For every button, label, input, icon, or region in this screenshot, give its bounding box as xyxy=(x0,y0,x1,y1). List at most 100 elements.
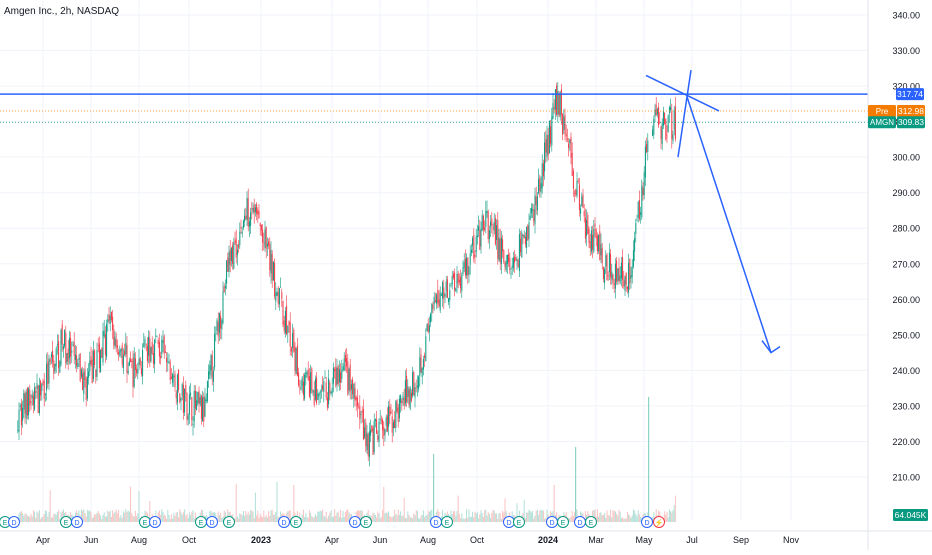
candle-body[interactable] xyxy=(463,262,465,269)
candle-body[interactable] xyxy=(608,252,610,272)
candle-body[interactable] xyxy=(540,183,542,193)
candle-body[interactable] xyxy=(36,382,38,389)
candle-body[interactable] xyxy=(253,204,255,214)
candle-body[interactable] xyxy=(34,387,36,410)
candle-body[interactable] xyxy=(22,407,24,421)
candle-body[interactable] xyxy=(556,85,558,115)
candle-body[interactable] xyxy=(330,392,332,394)
candle-body[interactable] xyxy=(226,260,228,284)
candle-body[interactable] xyxy=(26,387,28,416)
candle-body[interactable] xyxy=(259,223,261,227)
candle-body[interactable] xyxy=(126,345,128,374)
candle-body[interactable] xyxy=(372,428,374,455)
candle-body[interactable] xyxy=(347,361,349,394)
candle-body[interactable] xyxy=(355,397,357,401)
candle-body[interactable] xyxy=(436,294,438,304)
candle-body[interactable] xyxy=(235,238,237,258)
candle-body[interactable] xyxy=(209,365,211,376)
candle-body[interactable] xyxy=(266,243,268,247)
candle-body[interactable] xyxy=(202,397,204,422)
candle-body[interactable] xyxy=(601,247,603,264)
candle-body[interactable] xyxy=(272,261,274,281)
candle-body[interactable] xyxy=(295,347,297,374)
candle-body[interactable] xyxy=(431,303,433,313)
candle-body[interactable] xyxy=(654,109,656,117)
candle-body[interactable] xyxy=(499,238,501,262)
candle-body[interactable] xyxy=(589,241,591,249)
candle-body[interactable] xyxy=(198,390,200,404)
candle-body[interactable] xyxy=(84,368,86,380)
candle-body[interactable] xyxy=(539,177,541,192)
candle-body[interactable] xyxy=(576,180,578,197)
candle-body[interactable] xyxy=(371,425,373,432)
candle-body[interactable] xyxy=(528,222,530,239)
candle-body[interactable] xyxy=(384,428,386,435)
candle-body[interactable] xyxy=(192,423,194,426)
candle-body[interactable] xyxy=(164,351,166,353)
candle-body[interactable] xyxy=(364,427,366,438)
candle-body[interactable] xyxy=(374,418,376,421)
candle-body[interactable] xyxy=(293,329,295,352)
candle-body[interactable] xyxy=(318,392,320,397)
candle-body[interactable] xyxy=(524,236,526,245)
candle-body[interactable] xyxy=(545,139,547,153)
candle-body[interactable] xyxy=(493,222,495,231)
candle-body[interactable] xyxy=(68,337,70,359)
candle-body[interactable] xyxy=(449,290,451,301)
candle-body[interactable] xyxy=(186,392,188,420)
candle-body[interactable] xyxy=(512,257,514,268)
candle-body[interactable] xyxy=(647,140,649,152)
candle-body[interactable] xyxy=(559,92,561,117)
candle-body[interactable] xyxy=(494,218,496,245)
candle-body[interactable] xyxy=(83,371,85,395)
candle-body[interactable] xyxy=(674,106,676,139)
candle-body[interactable] xyxy=(529,215,531,220)
candle-body[interactable] xyxy=(623,280,625,287)
candle-body[interactable] xyxy=(86,376,88,399)
candle-body[interactable] xyxy=(652,129,654,136)
candle-body[interactable] xyxy=(592,234,594,250)
candle-body[interactable] xyxy=(509,257,511,270)
candle-body[interactable] xyxy=(476,235,478,238)
candle-body[interactable] xyxy=(628,262,630,293)
candle-body[interactable] xyxy=(204,397,206,417)
candle-body[interactable] xyxy=(85,378,87,401)
dividend-event-icon[interactable] xyxy=(278,516,290,528)
candle-body[interactable] xyxy=(282,300,284,325)
candle-body[interactable] xyxy=(199,397,201,405)
candle-body[interactable] xyxy=(442,282,444,299)
candle-body[interactable] xyxy=(200,395,202,419)
candle-body[interactable] xyxy=(496,225,498,241)
candle-body[interactable] xyxy=(70,337,72,357)
candle-body[interactable] xyxy=(178,369,180,391)
candle-body[interactable] xyxy=(566,138,568,140)
candle-body[interactable] xyxy=(71,350,73,353)
candle-body[interactable] xyxy=(299,386,301,388)
candle-body[interactable] xyxy=(188,394,190,415)
candle-body[interactable] xyxy=(485,210,487,227)
candle-body[interactable] xyxy=(526,226,528,248)
candle-body[interactable] xyxy=(366,432,368,451)
candle-body[interactable] xyxy=(150,347,152,361)
candle-body[interactable] xyxy=(593,228,595,252)
candle-body[interactable] xyxy=(538,178,540,193)
candle-body[interactable] xyxy=(641,185,643,218)
candle-body[interactable] xyxy=(553,107,555,110)
candle-body[interactable] xyxy=(92,351,94,380)
candle-body[interactable] xyxy=(146,345,148,361)
candle-body[interactable] xyxy=(212,370,214,382)
candle-body[interactable] xyxy=(612,274,614,283)
candle-body[interactable] xyxy=(78,357,80,360)
candle-body[interactable] xyxy=(439,292,441,311)
candle-body[interactable] xyxy=(659,122,661,123)
candle-body[interactable] xyxy=(103,330,105,337)
candle-body[interactable] xyxy=(577,180,579,182)
candle-body[interactable] xyxy=(527,225,529,240)
candle-body[interactable] xyxy=(113,329,115,346)
candle-body[interactable] xyxy=(400,395,402,404)
candle-body[interactable] xyxy=(562,114,564,135)
candle-body[interactable] xyxy=(284,310,286,334)
candle-body[interactable] xyxy=(66,352,68,365)
candle-body[interactable] xyxy=(119,349,121,356)
candle-body[interactable] xyxy=(328,378,330,405)
